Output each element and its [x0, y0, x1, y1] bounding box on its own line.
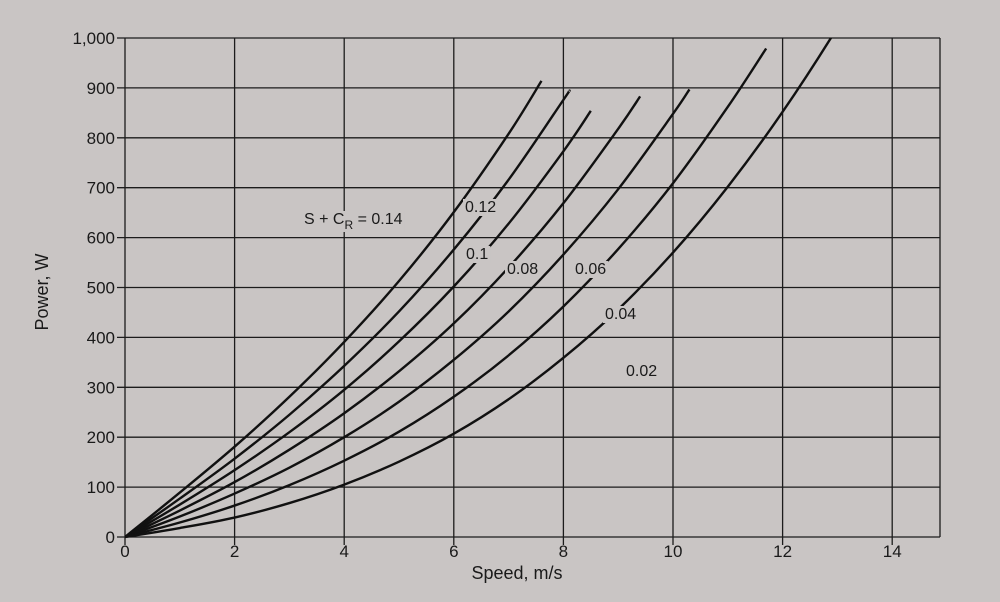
- curve-label-0-12: 0.12: [465, 199, 496, 216]
- curve-label-0-08: 0.08: [507, 261, 538, 278]
- y-tick-label: 1,000: [72, 29, 115, 48]
- x-tick-label: 2: [230, 542, 239, 561]
- curve-label-0-04: 0.04: [605, 306, 636, 323]
- curve-label-bg: [624, 363, 660, 380]
- x-tick-label: 4: [339, 542, 348, 561]
- y-tick-label: 800: [87, 129, 115, 148]
- y-tick-label: 900: [87, 79, 115, 98]
- curve-0-12: [125, 89, 571, 538]
- curve-label-0-1: 0.1: [466, 246, 488, 263]
- curve-label-bg: [573, 261, 609, 278]
- x-tick-label: 14: [883, 542, 902, 561]
- y-tick-label: 400: [87, 328, 115, 347]
- x-tick-label: 0: [120, 542, 129, 561]
- x-tick-label: 12: [773, 542, 792, 561]
- y-tick-label: 100: [87, 478, 115, 497]
- curve-label-0-02: 0.02: [626, 363, 657, 380]
- x-tick-label: 6: [449, 542, 458, 561]
- y-tick-label: 200: [87, 428, 115, 447]
- y-tick-label: 700: [87, 179, 115, 198]
- x-tick-label: 8: [559, 542, 568, 561]
- curve-0-02: [125, 38, 833, 539]
- x-tick-label: 10: [664, 542, 683, 561]
- curve-label-bg: [302, 211, 405, 232]
- curve-0-08: [125, 95, 642, 539]
- curve-label-0-06: 0.06: [575, 261, 606, 278]
- y-tick-label: 0: [106, 528, 115, 547]
- curve-0-06: [125, 88, 691, 539]
- y-tick-label: 300: [87, 378, 115, 397]
- curve-labels: S + CR = 0.14 0.12 0.1 0.08 0.06 0.04 0.02: [302, 199, 660, 380]
- y-tick-label: 500: [87, 279, 115, 298]
- curve-0-14: [125, 80, 543, 538]
- curve-label-bg: [464, 246, 491, 263]
- x-axis-title: Speed, m/s: [471, 563, 562, 583]
- curves: [125, 38, 833, 539]
- tick-labels: 0 2 4 6 8 10 12 14 0 100 200 300 400 500 600 700 800 900 1…: [72, 29, 901, 561]
- y-tick-label: 600: [87, 229, 115, 248]
- curve-label-bg: [463, 199, 499, 216]
- curve-0-1: [125, 110, 592, 539]
- curve-label-bg: [603, 306, 639, 323]
- y-axis-title: Power, W: [32, 253, 52, 330]
- curve-label-bg: [505, 261, 541, 278]
- curve-label-0-14: S + CR = 0.14: [304, 211, 403, 232]
- curve-0-04: [125, 47, 768, 539]
